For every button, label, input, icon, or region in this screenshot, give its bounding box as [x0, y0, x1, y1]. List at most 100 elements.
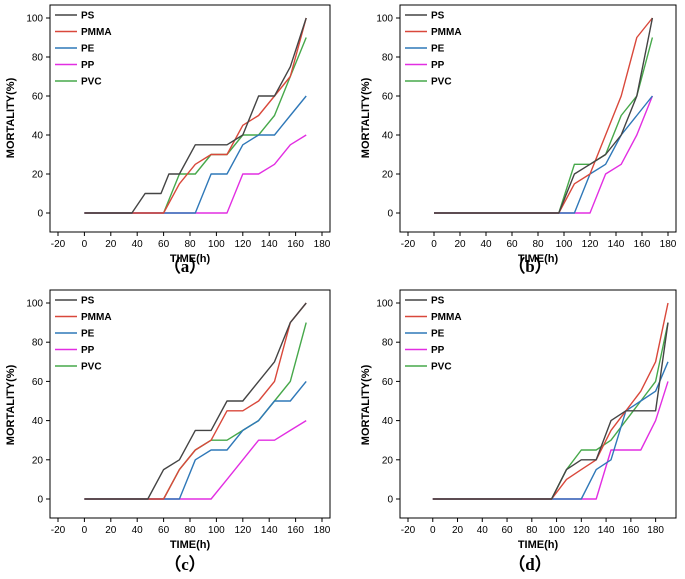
x-tick-label: 140: [261, 525, 278, 536]
legend-label-ps: PS: [81, 296, 95, 307]
y-tick-label: 100: [26, 14, 43, 25]
y-axis-label: MORTALITY(%): [360, 364, 372, 445]
legend-label-pmma: PMMA: [431, 27, 462, 38]
x-tick-label: 100: [208, 239, 225, 250]
series-line-pe: [434, 95, 653, 214]
x-tick-label: 160: [287, 525, 304, 536]
y-tick-label: 20: [32, 455, 44, 466]
y-tick-label: 80: [32, 338, 44, 349]
series-line-pmma: [434, 17, 653, 214]
y-tick-label: 20: [382, 170, 394, 181]
x-axis-label: TIME(h): [518, 253, 559, 265]
legend-label-pe: PE: [81, 329, 95, 340]
x-tick-label: 60: [506, 239, 518, 250]
series-line-pmma: [84, 302, 307, 500]
y-tick-label: 0: [387, 495, 393, 506]
x-tick-label: 80: [184, 525, 196, 536]
x-tick-label: 0: [430, 525, 436, 536]
panel-caption: （d）: [508, 554, 551, 574]
series-line-pe: [432, 361, 669, 500]
x-tick-label: 0: [82, 525, 88, 536]
x-tick-label: 160: [634, 239, 651, 250]
series-line-ps: [432, 322, 669, 500]
legend-label-pe: PE: [431, 44, 445, 55]
x-axis-label: TIME(h): [170, 539, 211, 551]
x-tick-label: 100: [208, 525, 225, 536]
x-tick-label: 120: [573, 525, 590, 536]
x-tick-label: 80: [526, 525, 538, 536]
legend-label-ps: PS: [431, 296, 445, 307]
series-line-pvc: [434, 37, 654, 214]
y-tick-label: 40: [32, 416, 44, 427]
y-tick-label: 40: [32, 131, 44, 142]
series-line-ps: [434, 17, 654, 214]
y-axis-label: MORTALITY(%): [5, 364, 17, 445]
y-tick-label: 40: [382, 416, 394, 427]
x-tick-label: 20: [452, 525, 464, 536]
series-line-pmma: [84, 17, 307, 214]
x-tick-label: 120: [582, 239, 599, 250]
y-tick-label: 80: [382, 338, 394, 349]
x-tick-label: 80: [532, 239, 544, 250]
x-tick-label: 20: [105, 525, 117, 536]
series-line-pp: [84, 420, 307, 500]
x-tick-label: 20: [105, 239, 117, 250]
x-tick-label: 40: [477, 525, 489, 536]
legend-label-pvc: PVC: [81, 77, 102, 88]
legend: PS PMMA PE PP PVC: [55, 11, 112, 88]
x-tick-label: 40: [480, 239, 492, 250]
y-tick-label: 60: [382, 92, 394, 103]
x-tick-label: 160: [623, 525, 640, 536]
x-axis-label: TIME(h): [518, 539, 559, 551]
plot-frame: [399, 289, 677, 519]
x-tick-label: 20: [454, 239, 466, 250]
legend-label-pp: PP: [431, 60, 445, 71]
x-tick-label: 100: [548, 525, 565, 536]
y-tick-label: 100: [26, 299, 43, 310]
series-line-pe: [84, 380, 307, 500]
x-tick-label: -20: [51, 525, 66, 536]
x-tick-label: 60: [158, 525, 170, 536]
y-tick-label: 80: [32, 53, 44, 64]
series-line-ps: [84, 17, 307, 214]
x-tick-label: 140: [598, 525, 615, 536]
legend-label-pe: PE: [81, 44, 95, 55]
plot-frame: [49, 289, 331, 519]
x-tick-label: 0: [431, 239, 437, 250]
y-tick-label: 40: [382, 131, 394, 142]
panel-caption: （c）: [164, 554, 206, 574]
y-tick-label: 100: [376, 14, 393, 25]
chart-panel-1: -20 0 20 40 60 80 100 120 140 160 180 0 20 40 60 80 100 T…: [5, 4, 331, 276]
series-line-pvc: [84, 37, 307, 214]
x-tick-label: 100: [556, 239, 573, 250]
legend-label-pe: PE: [431, 329, 445, 340]
x-tick-label: -20: [51, 239, 66, 250]
legend-label-pp: PP: [81, 60, 95, 71]
y-tick-label: 0: [37, 495, 43, 506]
chart-panel-3: -20 0 20 40 60 80 100 120 140 160 180 0 20 40 60 80 100 T…: [5, 289, 331, 574]
y-tick-label: 0: [387, 209, 393, 220]
x-tick-label: 140: [261, 239, 278, 250]
chart-panel-4: -20 0 20 40 60 80 100 120 140 160 180 0 20 40 60 80 100 T…: [360, 289, 677, 574]
y-tick-label: 100: [376, 299, 393, 310]
x-tick-label: 180: [314, 525, 331, 536]
legend-label-pmma: PMMA: [81, 312, 112, 323]
x-tick-label: 140: [608, 239, 625, 250]
x-tick-label: -20: [401, 239, 416, 250]
legend: PS PMMA PE PP PVC: [55, 296, 112, 373]
y-tick-label: 60: [382, 377, 394, 388]
y-tick-label: 0: [37, 209, 43, 220]
panel-caption: （b）: [508, 256, 551, 276]
chart-panel-2: -20 0 20 40 60 80 100 120 140 160 180 0 20 40 60 80 100 T…: [360, 4, 677, 276]
legend-label-pp: PP: [81, 345, 95, 356]
series-line-pvc: [84, 322, 307, 500]
y-axis-label: MORTALITY(%): [5, 77, 17, 158]
y-tick-label: 60: [32, 377, 44, 388]
x-tick-label: 60: [501, 525, 513, 536]
x-tick-label: 80: [184, 239, 196, 250]
y-tick-label: 20: [32, 170, 44, 181]
x-tick-label: 40: [132, 239, 144, 250]
legend-label-pmma: PMMA: [81, 27, 112, 38]
y-tick-label: 80: [382, 53, 394, 64]
